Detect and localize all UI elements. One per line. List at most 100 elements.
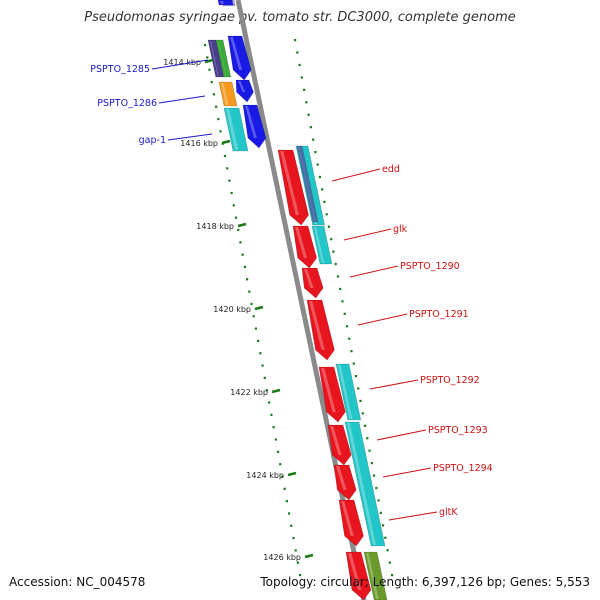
gene-arrow-highlight xyxy=(330,426,342,455)
scale-dot xyxy=(305,101,308,104)
scale-tick xyxy=(304,553,314,559)
gene-label[interactable]: PSPTO_1285 xyxy=(90,64,150,75)
gene-arrow xyxy=(338,499,364,547)
cog-feature-highlight xyxy=(366,553,379,599)
gene-arrow xyxy=(327,424,352,466)
scale-dot xyxy=(309,126,312,129)
scale-tick xyxy=(254,305,264,311)
scale-tick-label: 1418 kbp xyxy=(196,222,234,231)
gene-label[interactable]: edd xyxy=(382,164,400,175)
scale-tick xyxy=(204,58,214,64)
gene-arrow-highlight xyxy=(245,106,257,138)
gene-arrow-highlight xyxy=(238,81,246,92)
cog-feature xyxy=(223,107,249,152)
scale-dot xyxy=(274,438,277,441)
scale-dot xyxy=(223,154,227,158)
scale-dot xyxy=(239,241,242,244)
cog-feature-highlight xyxy=(338,365,353,419)
scale-dot xyxy=(327,225,331,228)
scale-dot xyxy=(391,574,394,577)
scale-dot xyxy=(375,486,378,490)
cog-feature xyxy=(335,363,362,421)
scale-dot xyxy=(254,327,258,330)
scale-dot xyxy=(321,188,324,191)
scale-dot xyxy=(228,179,231,182)
genome-stats: Topology: circular; Length: 6,397,126 bp… xyxy=(260,575,590,589)
scale-dot xyxy=(316,163,319,166)
scale-dot xyxy=(290,524,293,527)
gene-arrow-highlight xyxy=(230,37,243,70)
gene-label-leader xyxy=(369,379,419,390)
scale-dot xyxy=(303,88,306,91)
gene-label[interactable]: gap-1 xyxy=(139,135,166,146)
gene-label-leader xyxy=(158,95,206,104)
scale-dot xyxy=(281,475,284,478)
gene-label[interactable]: PSPTO_1286 xyxy=(97,98,157,109)
gene-label[interactable]: PSPTO_1293 xyxy=(428,425,488,436)
gene-label-leader xyxy=(151,59,209,70)
scale-dot xyxy=(226,167,229,170)
cog-feature-highlight xyxy=(298,147,315,221)
gene-arrow xyxy=(333,464,357,501)
gene-arrow xyxy=(227,35,252,81)
scale-dot xyxy=(314,150,317,154)
scale-dot xyxy=(296,561,299,564)
cog-feature-track xyxy=(207,0,388,600)
gene-arrow xyxy=(277,149,309,226)
scale-tick xyxy=(287,471,297,477)
gene-label[interactable]: PSPTO_1294 xyxy=(433,463,493,474)
scale-dot xyxy=(357,387,360,390)
cog-feature-highlight xyxy=(226,109,239,150)
scale-dot xyxy=(323,200,326,203)
scale-dot xyxy=(381,524,385,527)
gene-label[interactable]: PSPTO_1291 xyxy=(409,309,469,320)
gene-arrow-highlight xyxy=(341,501,354,536)
gene-label[interactable]: PSPTO_1292 xyxy=(420,375,480,386)
scale-dot xyxy=(232,204,235,207)
gene-track xyxy=(217,0,372,600)
scale-dot xyxy=(299,574,302,577)
tick-dots xyxy=(204,39,394,577)
scale-dot xyxy=(359,399,362,403)
scale-tick xyxy=(237,222,247,228)
gene-arrow xyxy=(306,299,335,361)
cog-feature-highlight xyxy=(221,83,229,105)
cog-feature-highlight xyxy=(218,41,227,76)
gene-label[interactable]: gltK xyxy=(439,507,458,518)
scale-tick-label: 1426 kbp xyxy=(263,553,301,562)
scale-tick xyxy=(271,388,281,394)
gene-arrow-highlight xyxy=(280,151,299,215)
scale-dot xyxy=(312,138,315,141)
scale-dot xyxy=(298,63,301,67)
scale-dot xyxy=(283,487,286,490)
gene-arrow xyxy=(301,267,324,299)
scale-dot xyxy=(208,68,211,71)
scale-dot xyxy=(248,290,251,293)
scale-dot xyxy=(336,275,340,278)
gene-label[interactable]: glk xyxy=(393,224,408,235)
gene-arrow-highlight xyxy=(304,269,314,288)
scale-dot xyxy=(270,413,273,416)
gene-arrow-highlight xyxy=(348,553,362,590)
scale-dot xyxy=(386,549,389,552)
left-gene-labels: PSPTO_1285 PSPTO_1286 gap-1 xyxy=(90,59,213,146)
cog-feature xyxy=(218,81,238,107)
cog-feature-highlight xyxy=(314,227,325,263)
scale-dot xyxy=(243,265,246,269)
scale-dot xyxy=(252,315,255,318)
gene-label[interactable]: PSPTO_1290 xyxy=(400,261,460,272)
scale-tick xyxy=(221,139,231,145)
scale-dot xyxy=(343,312,346,315)
scale-dot xyxy=(334,262,337,266)
cog-feature xyxy=(344,421,386,547)
gene-arrow xyxy=(217,0,234,6)
right-gene-labels: edd glk PSPTO_1290 PSPTO_1291 PSPTO_1292 PSPT… xyxy=(331,164,493,521)
scale-dot xyxy=(215,105,218,108)
gene-arrow xyxy=(235,79,254,103)
scale-dot xyxy=(285,500,288,503)
gene-arrow xyxy=(318,366,346,423)
scale-dot xyxy=(368,449,371,452)
scale-dot xyxy=(384,536,387,539)
gene-label-leader xyxy=(388,511,438,521)
